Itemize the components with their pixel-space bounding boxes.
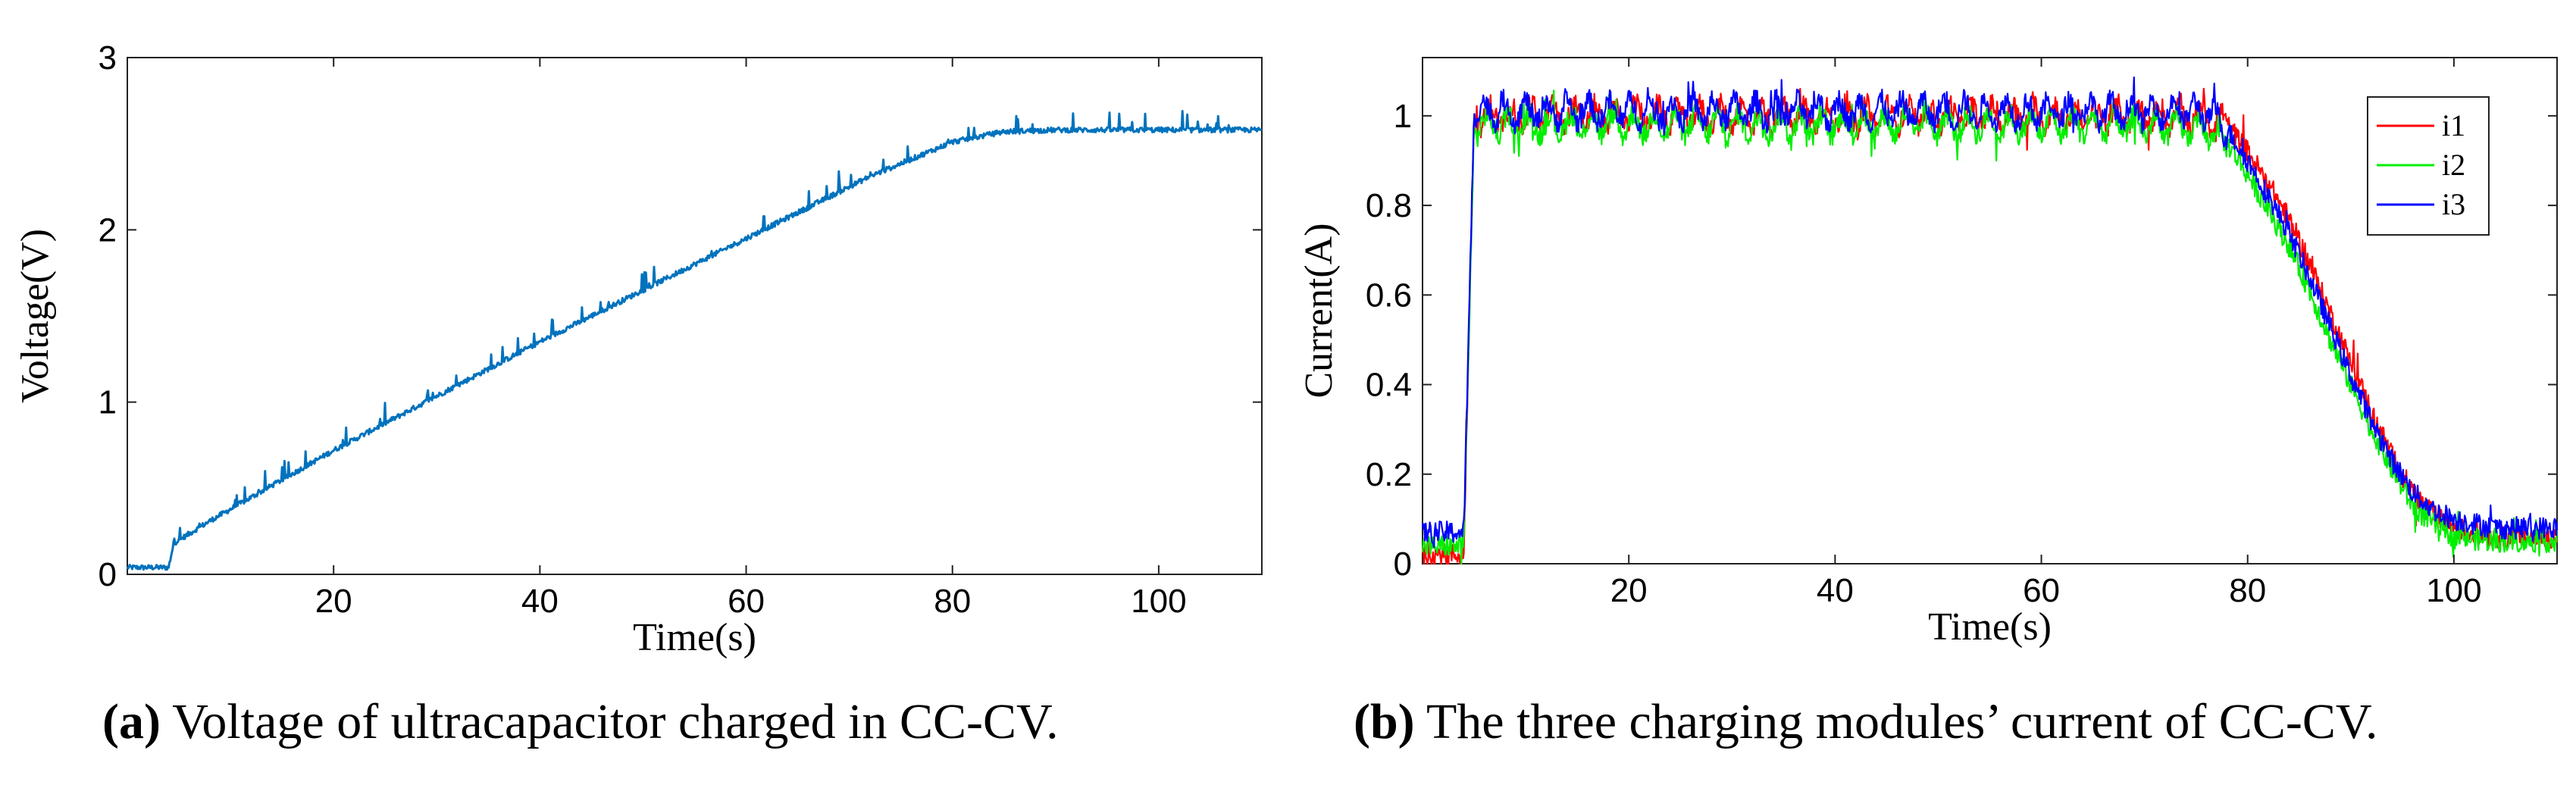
series-line xyxy=(1421,76,2559,549)
panel-a-voltage-chart: 20 40 60 80 100 0 1 2 3 Time(s) Voltage(V) xyxy=(14,39,1263,659)
y-axis-label: Voltage(V) xyxy=(14,229,57,403)
x-tick-label: 40 xyxy=(521,583,559,620)
x-tick-label: 80 xyxy=(2229,572,2266,609)
x-axis-label: Time(s) xyxy=(1928,605,2052,649)
panel-b-current-chart: 20 40 60 80 100 0.2 0.4 0.6 0.8 1 0 Time(s) Current(… xyxy=(1297,57,2559,649)
x-tick-label: 20 xyxy=(1610,572,1648,609)
origin-tick-label: 0 xyxy=(1394,546,1412,583)
legend: i1 i2 i3 xyxy=(2367,96,2490,236)
x-tick-label: 60 xyxy=(728,583,765,620)
legend-label: i1 xyxy=(2442,108,2465,142)
x-tick-label: 40 xyxy=(1817,572,1854,609)
caption-a: (a) Voltage of ultracapacitor charged in… xyxy=(102,693,1059,751)
y-axis-label: Current(A) xyxy=(1297,223,1341,398)
y-tick-label: 0.4 xyxy=(1366,367,1412,404)
plot-frame xyxy=(127,57,1263,575)
caption-b-tag: (b) xyxy=(1354,694,1415,749)
series-i3 xyxy=(1421,76,2559,549)
caption-a-text: Voltage of ultracapacitor charged in CC-… xyxy=(172,694,1059,749)
y-tick-label: 0 xyxy=(99,556,117,593)
plot-frame xyxy=(1422,57,2558,564)
caption-a-tag: (a) xyxy=(102,694,161,749)
y-tick-label: 3 xyxy=(99,39,117,77)
y-tick-label: 0.8 xyxy=(1366,187,1412,224)
series-line xyxy=(126,110,1263,571)
x-tick-label: 20 xyxy=(315,583,352,620)
x-tick-label: 80 xyxy=(934,583,971,620)
y-tick-label: 1 xyxy=(1394,98,1412,135)
x-tick-label: 60 xyxy=(2023,572,2060,609)
caption-b-text: The three charging modules’ current of C… xyxy=(1426,694,2378,749)
y-tick-label: 2 xyxy=(99,211,117,249)
series-i2 xyxy=(1421,89,2559,565)
y-tick-label: 1 xyxy=(99,384,117,421)
x-axis-label: Time(s) xyxy=(633,616,756,659)
legend-label: i2 xyxy=(2442,148,2465,182)
legend-label: i3 xyxy=(2442,187,2465,221)
y-tick-label: 0.6 xyxy=(1366,277,1412,314)
series-voltage xyxy=(126,110,1263,571)
caption-b: (b) The three charging modules’ current … xyxy=(1354,693,2378,751)
x-tick-label: 100 xyxy=(1131,583,1186,620)
series-line xyxy=(1421,89,2559,565)
y-tick-label: 0.2 xyxy=(1366,456,1412,493)
x-tick-label: 100 xyxy=(2426,572,2481,609)
